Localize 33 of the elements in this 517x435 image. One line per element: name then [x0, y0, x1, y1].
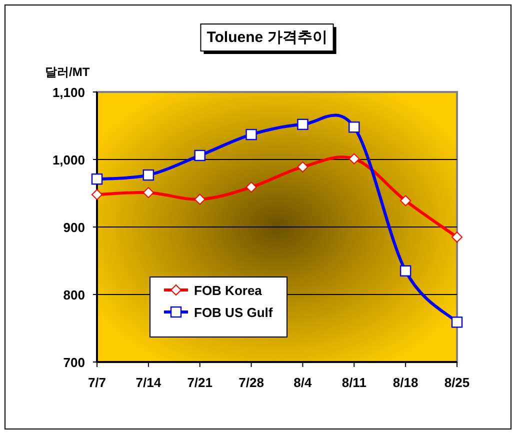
point — [246, 182, 257, 193]
point — [194, 194, 206, 205]
y-tick-label: 1,000 — [52, 152, 85, 168]
point — [91, 173, 103, 185]
x-tick-label: 7/7 — [88, 375, 106, 390]
x-tick-label: 8/25 — [444, 375, 470, 390]
point — [451, 316, 463, 328]
y-tick-label: 800 — [63, 288, 85, 302]
point — [348, 122, 360, 133]
point — [400, 195, 412, 206]
point — [142, 187, 154, 198]
point — [297, 161, 308, 172]
x-tick-label: 8/4 — [294, 375, 313, 390]
point — [194, 150, 206, 162]
y-axis-title: 달러/MT — [45, 65, 90, 79]
y-tick-label: 700 — [63, 355, 85, 370]
x-tick-label: 7/14 — [136, 375, 162, 390]
chart-title: Toluene 가격추이 — [206, 29, 328, 46]
point — [452, 232, 462, 243]
point — [348, 153, 360, 164]
y-tick-label: 900 — [63, 220, 85, 235]
x-tick-label: 8/11 — [342, 375, 366, 390]
legend-label: FOB Korea — [194, 283, 263, 298]
x-tick-label: 8/18 — [392, 375, 418, 390]
point — [92, 189, 102, 200]
y-tick-label: 1,100 — [52, 85, 85, 100]
x-tick-label: 7/21 — [187, 375, 213, 390]
x-tick-label: 7/28 — [238, 375, 264, 390]
point — [400, 265, 412, 276]
point — [297, 118, 308, 130]
point — [246, 128, 257, 140]
point — [142, 169, 154, 181]
legend-label: FOB US Gulf — [194, 305, 274, 320]
